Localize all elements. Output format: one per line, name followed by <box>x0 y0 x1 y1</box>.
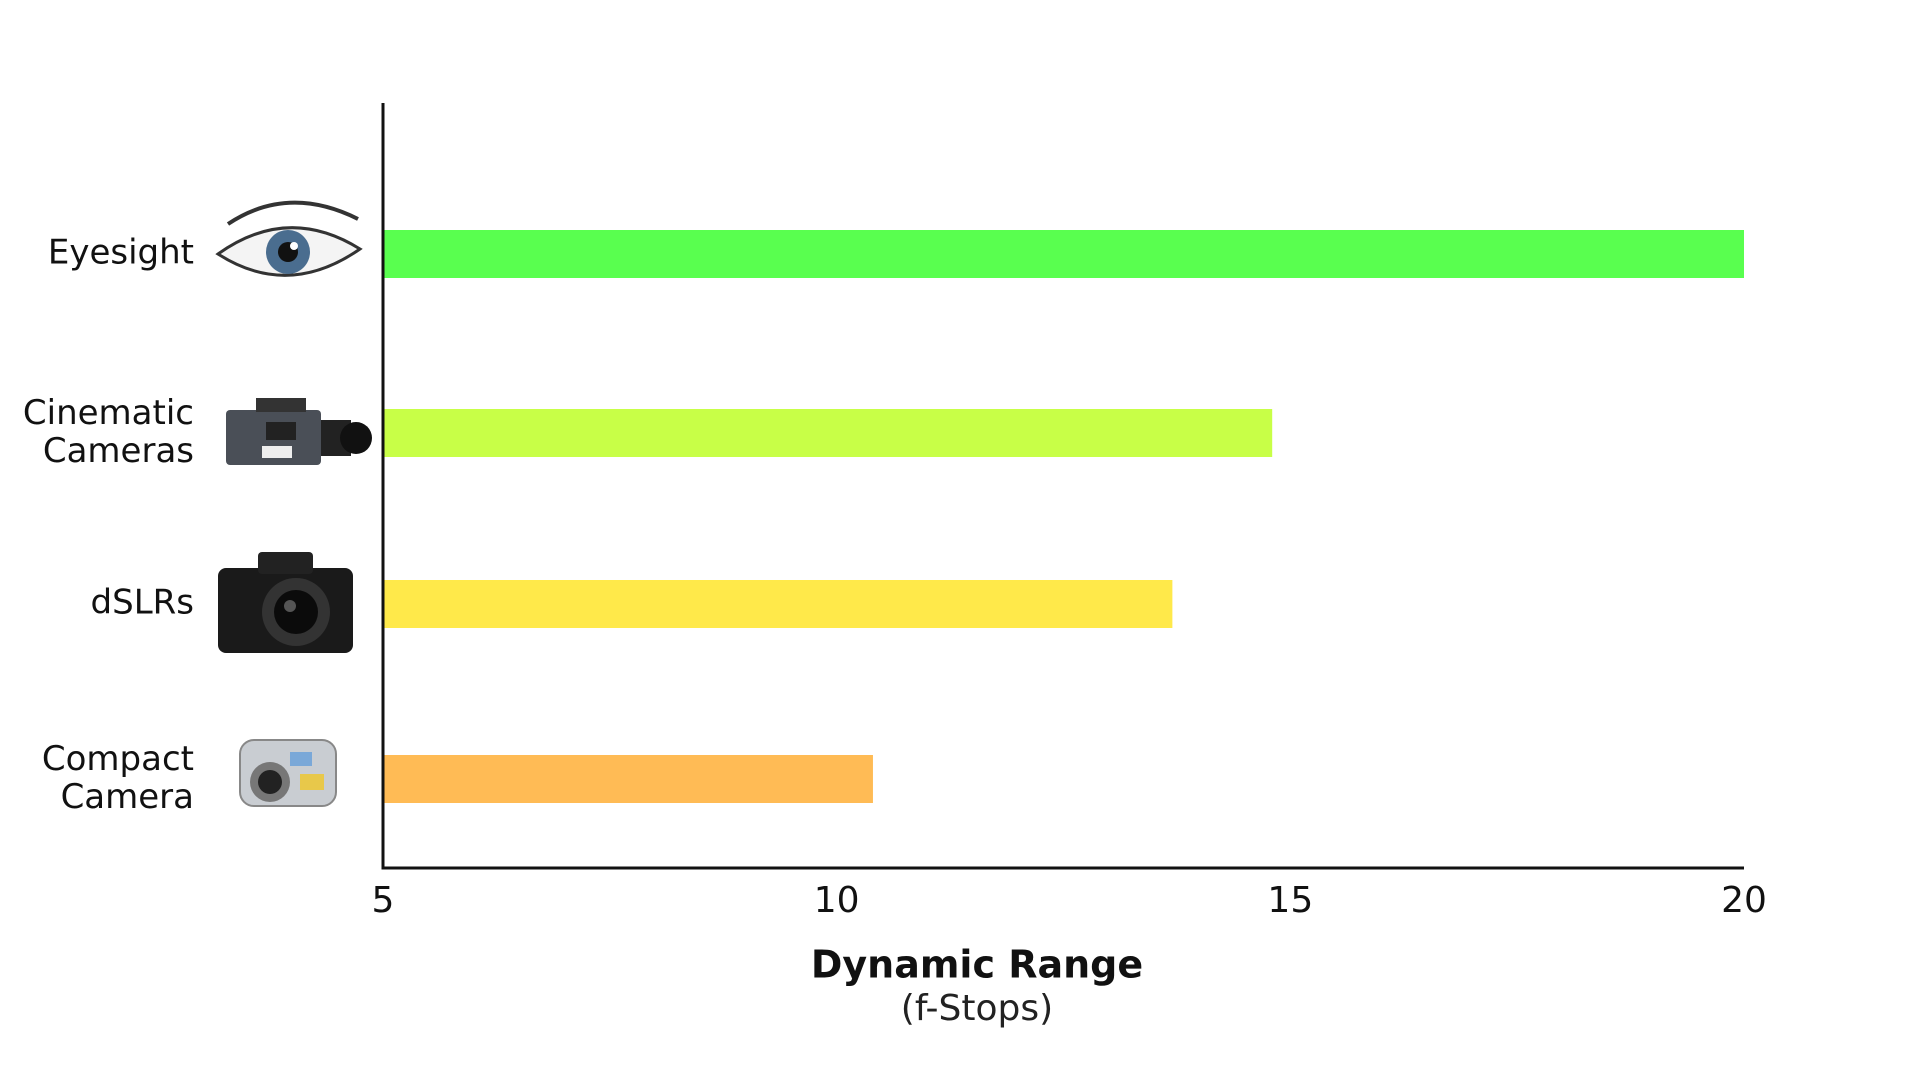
y-tick-label: Cinematic Cameras <box>23 393 194 471</box>
x-tick-label: 20 <box>1721 880 1767 921</box>
x-axis-title: Dynamic Range <box>811 943 1143 987</box>
x-tick-label: 15 <box>1267 880 1313 921</box>
bar <box>383 580 1173 628</box>
compact-camera-icon <box>239 739 337 807</box>
bar <box>383 409 1273 457</box>
y-tick-label: Eyesight <box>48 233 194 273</box>
bar <box>383 230 1744 278</box>
x-tick-label: 10 <box>814 880 860 921</box>
dslr-icon <box>218 552 353 653</box>
eye-icon <box>215 200 363 277</box>
x-tick-label: 5 <box>372 880 395 921</box>
y-tick-label: Compact Camera <box>42 739 194 817</box>
bar <box>383 755 873 803</box>
y-tick-label: dSLRs <box>91 583 194 623</box>
cinema-camera-icon <box>226 398 372 465</box>
x-axis-subtitle: (f-Stops) <box>901 988 1053 1029</box>
